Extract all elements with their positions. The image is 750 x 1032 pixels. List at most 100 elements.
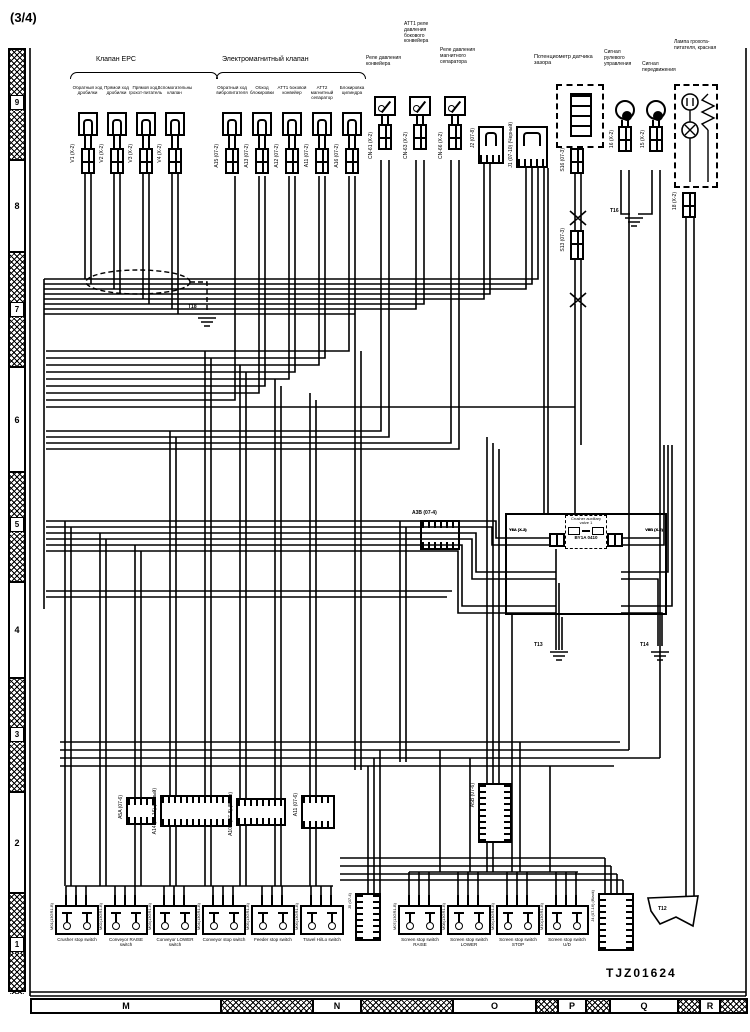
connector-code: V2 (X-2) [99,144,105,163]
lamp-icon [646,100,666,121]
pin-stubs [398,895,442,905]
connector-code: M08(13GR1-B) [441,903,446,931]
connector-a3b [420,520,460,550]
connector-code: M01(13GR1-B) [49,903,54,931]
connector-code: M03(13GR1-B) [147,903,152,931]
wire-pair [228,136,236,148]
ruler-cell: 6 [10,366,24,473]
inline-connector-icon [649,126,663,152]
connector-a5b [478,783,512,843]
panel-switch: Feeder stop switch M05(13GR1-B) [245,895,295,947]
solenoid-valve-item: Обход блокировки A13 (07-2) [244,86,277,174]
pressure-relay: CN-66 (X-2) [438,96,468,159]
panel-switch: Crusher stop switch M01(13GR1-B) [49,895,99,947]
pressure-switch-icon [444,96,466,116]
connector-code: J4 (07-16) (Black) [590,890,595,922]
connector-code: A13 (07-2) [244,144,250,168]
connector-code: A14 (07-16) (Белый) [152,788,158,835]
connector-code: CN-66 (X-2) [438,132,444,159]
component-label: Прямой ход, грохот-питатель [128,86,163,95]
connector-code: V6B (X-2) [645,527,663,532]
switch-label: Screen stop switch U/D [548,937,586,948]
ruler-cell: 3 [10,726,24,743]
switch-icon [447,905,491,935]
connector-code: A12 (07-2) [274,144,280,168]
inline-connector-icon [378,124,392,150]
connector-code: J5 (07-4) [347,893,352,910]
inline-connector-icon [607,533,623,547]
switch-icon [398,905,442,935]
solenoid-valve-group: Обратный ход вибропитателя A15 (07-2) Об… [214,86,367,174]
relay-label: Реле давления конвейера [366,55,402,67]
switch-row-right: Screen stop switch RAISE M07(13GR1-B) Sc… [392,895,589,948]
panel-switch: Screen stop switch U/D M10(13GR1-B) [539,895,589,948]
pin-stubs [251,895,295,905]
connector-code: A10B (07-8) (Black) [228,792,234,836]
connector-code: V5B (X-2) [645,527,663,532]
connector-code: S13 (07-3) [560,228,566,252]
component-label: Обратный ход дробилки [72,86,103,95]
switch-icon [251,905,295,935]
pin-stubs [153,895,197,905]
relay-label: Реле давления магнитного сепаратора [440,47,476,65]
connector-j5 [355,893,381,941]
ruler-cell: M [32,1000,222,1012]
ground-flag-t12: T12 [658,906,667,912]
ruler-cell: Q [609,1000,679,1012]
component-label: ATT2 магнитный сепаратор [310,86,334,100]
connector-code: A11 (07-6) [293,793,299,817]
connector-j2 [478,126,504,164]
wire-pair [318,136,326,148]
inline-connector-icon [315,148,329,174]
ruler-cell: O [452,1000,537,1012]
valve-coil-assembly: Crusher auxiliary valve 1 BY1A 0410 [565,515,607,549]
switch-label: Travel Hi/Lo switch [303,937,341,942]
switch-icon [104,905,148,935]
switch-label: Conveyor LOWER switch [156,937,194,948]
connector-code: 15 (X-2) [640,130,646,149]
epc-valve-item: Обратный ход дробилки V1 (X-2) [70,86,103,174]
connector-code: M02(13GR1-B) [98,903,103,931]
connector-code: Y6A (X-2) [509,527,527,532]
solenoid-plug-icon [282,112,302,136]
connector-code: A16 (07-2) [334,144,340,168]
wire-pair [170,136,179,148]
lamp-box [674,84,718,188]
epc-group-bracket [70,72,218,79]
panel-switch: Screen stop switch RAISE M07(13GR1-B) [392,895,442,947]
switch-row-left: Crusher stop switch M01(13GR1-B) Conveyo… [49,895,344,948]
solenoid-valve-item: Обратный ход вибропитателя A15 (07-2) [214,86,248,174]
switch-label: Conveyor stop switch [202,937,246,942]
component-label: Блокировка цилиндра [339,86,365,95]
wire-pair [258,136,266,148]
connector-code: M09(13GR1-B) [490,903,495,931]
connector-code: M07(13GR1-B) [392,903,397,931]
solenoid-valve-item: ATT1 боковой конвейер A12 (07-2) [274,86,307,174]
switch-label: Crusher stop switch [57,937,97,942]
solenoid-group-title: Электромагнитный клапан [222,56,309,63]
wire-pair [83,136,92,148]
ruler-cell: 2 [10,791,24,894]
steering-signal-lamp: 16 (X-2) [609,100,636,152]
solenoid-plug-icon [312,112,332,136]
connector-code: V4 (X-2) [157,144,163,163]
connector-a14 [160,795,232,827]
ground-t18: T18 [188,304,197,310]
pressure-relay: CN-63 (X-2) [403,96,433,159]
connector-code: Y7A (X-2) [509,527,527,532]
inline-connector-icon [413,124,427,150]
lamp-circuit-icon [681,93,716,182]
wire-pair [288,136,296,148]
drawing-number: TJZ01624 [606,966,677,980]
lamp-title: Лампа грохота-питателя, красная [674,39,717,51]
ruler-cell: R [699,1000,721,1012]
connector-code: A15 (07-2) [214,144,220,168]
connector-j1 [516,126,548,168]
pressure-switch-icon [409,96,431,116]
ruler-cell: 8 [10,159,24,253]
switch-icon [153,905,197,935]
pressure-switch-icon [374,96,396,116]
switch-label: Screen stop switch LOWER [450,937,488,948]
inline-connector-icon [448,124,462,150]
